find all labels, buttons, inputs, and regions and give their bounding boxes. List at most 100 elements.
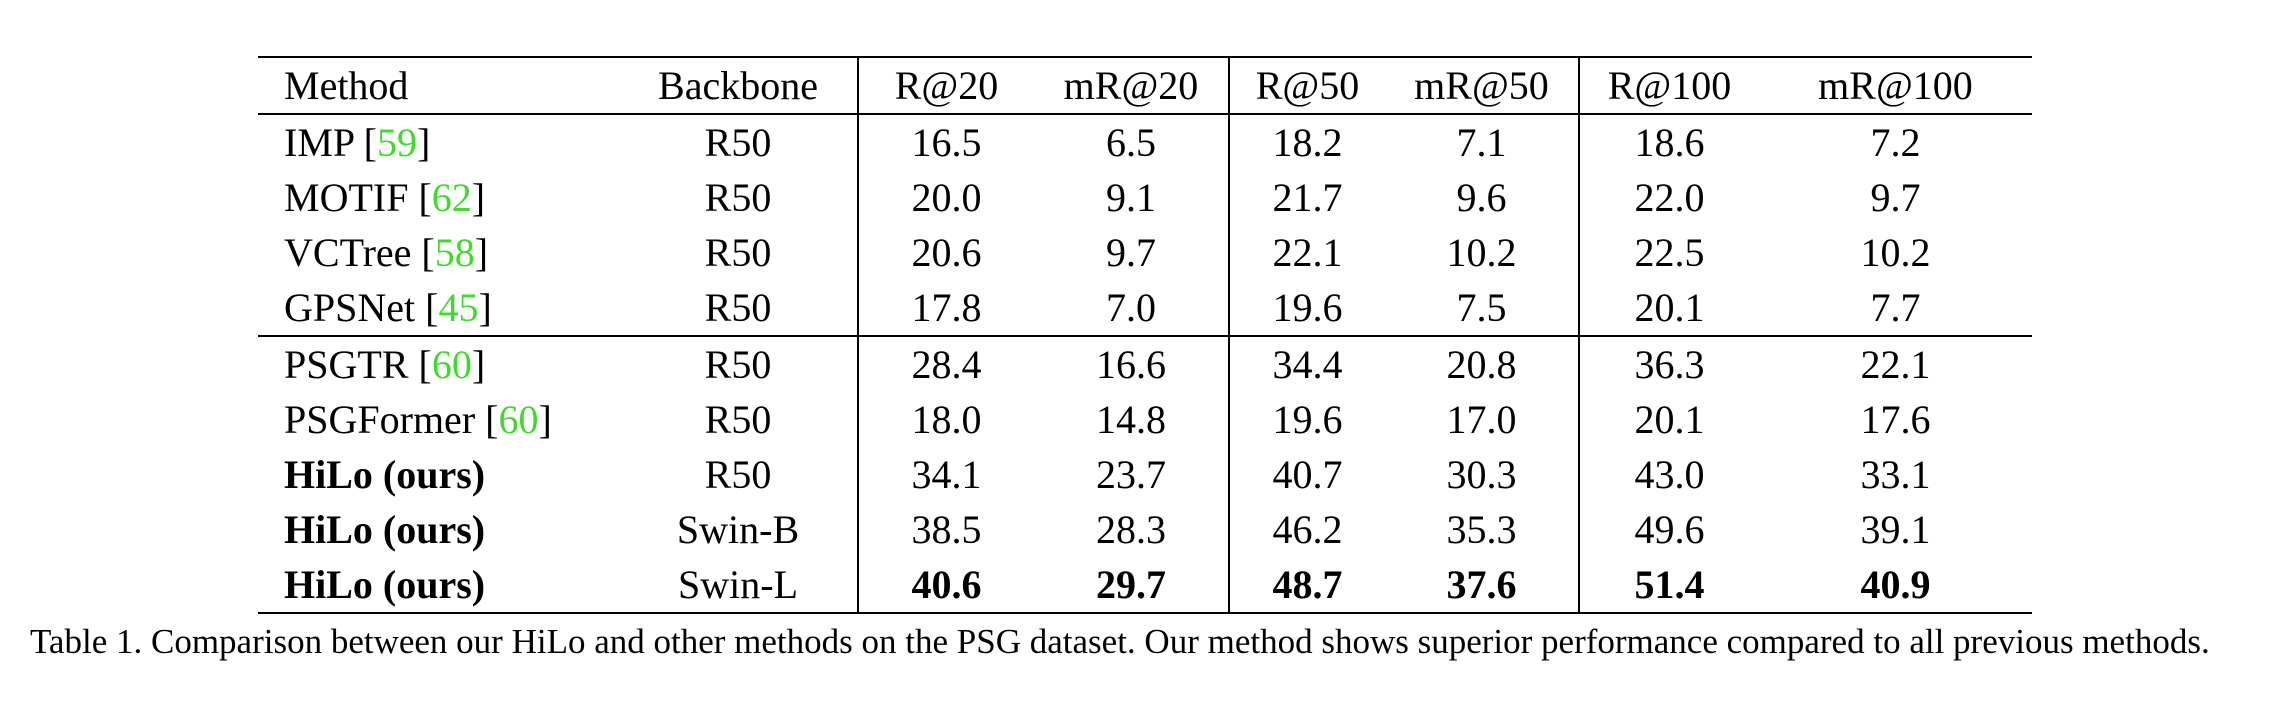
metric-cell: 10.2 (1385, 225, 1580, 280)
method-cell: VCTree [58] (284, 229, 489, 275)
metric-cell: 22.0 (1634, 174, 1705, 220)
metric-cell: 48.7 (1229, 557, 1385, 614)
metric-cell: 30.3 (1385, 447, 1580, 502)
panoptic-methods-group: PSGTR [60] R50 28.4 16.6 34.4 20.8 36.3 22.1 PSG… (258, 335, 2032, 614)
table-row: PSGTR [60] R50 28.4 16.6 34.4 20.8 36.3 22.1 (258, 335, 2032, 392)
metric-cell: 19.6 (1272, 284, 1343, 330)
backbone-cell: R50 (619, 170, 859, 225)
metric-cell: 49.6 (1634, 506, 1705, 552)
method-name: MOTIF (284, 174, 409, 220)
metric-cell: 6.5 (1034, 114, 1230, 170)
metric-cell: 7.7 (1870, 284, 1921, 330)
metric-cell: 7.0 (1034, 280, 1230, 336)
metric-cell: 23.7 (1034, 447, 1230, 502)
header-mr100: mR@100 (1759, 57, 2032, 115)
metric-cell: 40.9 (1759, 557, 2032, 614)
method-name: PSGTR (284, 341, 409, 387)
metric-cell: 51.4 (1579, 557, 1759, 614)
metric-cell: 9.7 (1034, 225, 1230, 280)
method-name: VCTree (284, 229, 412, 275)
metric-cell: 20.6 (911, 229, 982, 275)
metric-cell: 34.4 (1229, 335, 1385, 392)
metric-cell: 35.3 (1385, 502, 1580, 557)
metric-cell: 37.6 (1385, 557, 1580, 614)
metric-cell: 33.1 (1860, 451, 1931, 497)
header-r50: R@50 (1229, 57, 1385, 115)
method-name: HiLo (ours) (284, 561, 486, 607)
backbone-cell: R50 (619, 392, 859, 447)
header-r100: R@100 (1579, 57, 1759, 115)
header-method: Method (258, 57, 619, 115)
method-name: HiLo (ours) (284, 451, 486, 497)
backbone-cell: R50 (619, 335, 859, 392)
table-row: GPSNet [45] R50 17.8 7.0 19.6 7.5 20.1 7.7 (258, 280, 2032, 336)
citation-link[interactable]: 59 (376, 119, 417, 165)
metric-cell: 22.1 (1272, 229, 1343, 275)
metric-cell: 22.1 (1759, 335, 2032, 392)
method-cell: HiLo (ours) (258, 447, 619, 502)
citation-link[interactable]: 60 (431, 341, 472, 387)
metric-cell: 9.1 (1034, 170, 1230, 225)
metric-cell: 28.3 (1034, 502, 1230, 557)
citation-link[interactable]: 58 (434, 229, 475, 275)
header-r20: R@20 (858, 57, 1034, 115)
method-cell: IMP [59] (284, 119, 431, 165)
table-caption: Table 1. Comparison between our HiLo and… (30, 622, 2210, 661)
table-row: HiLo (ours) R50 34.1 23.7 40.7 30.3 43.0 33.1 (258, 447, 2032, 502)
metric-cell: 10.2 (1860, 229, 1931, 275)
metric-cell: 20.8 (1385, 335, 1580, 392)
citation-link[interactable]: 60 (498, 396, 539, 442)
method-cell: PSGTR [60] (258, 335, 619, 392)
baseline-methods-group: IMP [59] R50 16.5 6.5 18.2 7.1 18.6 7.2 MOTIF [6… (258, 114, 2032, 336)
metric-cell: 14.8 (1034, 392, 1230, 447)
method-cell: MOTIF [62] (284, 174, 486, 220)
metric-cell: 36.3 (1579, 335, 1759, 392)
table-row: VCTree [58] R50 20.6 9.7 22.1 10.2 22.5 10.2 (258, 225, 2032, 280)
metric-cell: 16.6 (1034, 335, 1230, 392)
method-cell: GPSNet [45] (284, 284, 492, 330)
metric-cell: 17.8 (911, 284, 982, 330)
table-row: HiLo (ours) Swin-L 40.6 29.7 48.7 37.6 51.4 40.… (258, 557, 2032, 614)
metric-cell: 28.4 (858, 335, 1034, 392)
metric-cell: 18.6 (1634, 119, 1705, 165)
metric-cell: 16.5 (911, 119, 982, 165)
metric-cell: 43.0 (1634, 451, 1705, 497)
metric-cell: 20.1 (1634, 396, 1705, 442)
header-backbone: Backbone (619, 57, 859, 115)
backbone-cell: Swin-B (619, 502, 859, 557)
metric-cell: 40.6 (858, 557, 1034, 614)
metric-cell: 19.6 (1272, 396, 1343, 442)
method-name: IMP (284, 119, 354, 165)
metric-cell: 39.1 (1860, 506, 1931, 552)
metric-cell: 22.5 (1634, 229, 1705, 275)
header-mr50: mR@50 (1385, 57, 1580, 115)
table-row: PSGFormer [60] R50 18.0 14.8 19.6 17.0 20.1 17.… (258, 392, 2032, 447)
table-row: IMP [59] R50 16.5 6.5 18.2 7.1 18.6 7.2 (258, 114, 2032, 170)
method-cell: PSGFormer [60] (284, 396, 552, 442)
metric-cell: 34.1 (911, 451, 982, 497)
metric-cell: 40.7 (1272, 451, 1343, 497)
citation-link[interactable]: 62 (431, 174, 472, 220)
backbone-cell: R50 (619, 114, 859, 170)
metric-cell: 17.6 (1860, 396, 1931, 442)
method-cell: HiLo (ours) (258, 557, 619, 614)
header-mr20: mR@20 (1034, 57, 1230, 115)
method-cell: HiLo (ours) (258, 502, 619, 557)
metric-cell: 38.5 (911, 506, 982, 552)
metric-cell: 7.2 (1870, 119, 1921, 165)
metric-cell: 21.7 (1272, 174, 1343, 220)
table-row: HiLo (ours) Swin-B 38.5 28.3 46.2 35.3 49.6 39.… (258, 502, 2032, 557)
backbone-cell: R50 (619, 225, 859, 280)
table-header-row: Method Backbone R@20 mR@20 R@50 mR@50 R@… (258, 57, 2032, 115)
metric-cell: 20.1 (1634, 284, 1705, 330)
backbone-cell: R50 (619, 280, 859, 336)
table-row: MOTIF [62] R50 20.0 9.1 21.7 9.6 22.0 9.7 (258, 170, 2032, 225)
results-table: Method Backbone R@20 mR@20 R@50 mR@50 R@… (258, 56, 2032, 614)
metric-cell: 7.1 (1385, 114, 1580, 170)
metric-cell: 29.7 (1034, 557, 1230, 614)
metric-cell: 7.5 (1385, 280, 1580, 336)
metric-cell: 17.0 (1385, 392, 1580, 447)
citation-link[interactable]: 45 (438, 284, 479, 330)
metric-cell: 9.6 (1385, 170, 1580, 225)
metric-cell: 18.2 (1272, 119, 1343, 165)
